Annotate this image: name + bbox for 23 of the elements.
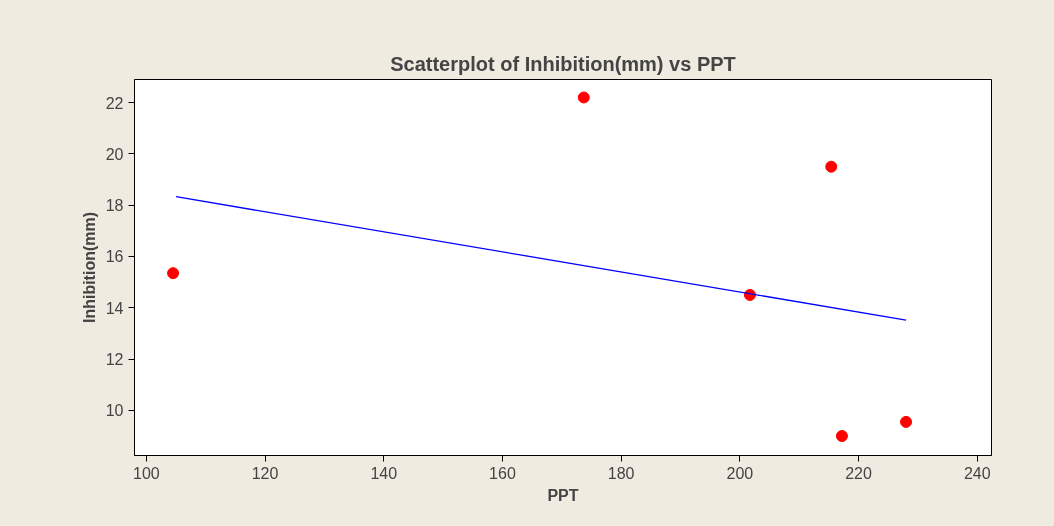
chart-title: Scatterplot of Inhibition(mm) vs PPT [390, 52, 736, 75]
point [577, 91, 590, 104]
point [835, 430, 848, 442]
y-axis-title: Inhibition(mm) [80, 211, 98, 324]
x-tick-label: 180 [607, 464, 635, 482]
x-tick-label: 220 [845, 464, 873, 482]
y-tick-label: 22 [105, 94, 124, 112]
x-tick-label: 240 [963, 464, 991, 482]
y-tick-label: 14 [105, 299, 124, 317]
y-tick-label: 12 [105, 351, 124, 369]
point [167, 267, 180, 280]
y-tick-label: 16 [105, 248, 124, 266]
x-tick-label: 120 [251, 464, 279, 482]
x-tick-label: 160 [489, 464, 516, 482]
point [825, 160, 838, 173]
y-tick-label: 18 [105, 197, 124, 215]
x-axis-title: PPT [547, 486, 579, 504]
y-tick-label: 10 [105, 402, 124, 420]
x-tick-label: 200 [726, 464, 754, 482]
point [900, 415, 913, 428]
x-tick-label: 140 [370, 464, 398, 482]
x-tick-label: 100 [133, 464, 160, 482]
y-tick-label: 20 [105, 145, 124, 163]
